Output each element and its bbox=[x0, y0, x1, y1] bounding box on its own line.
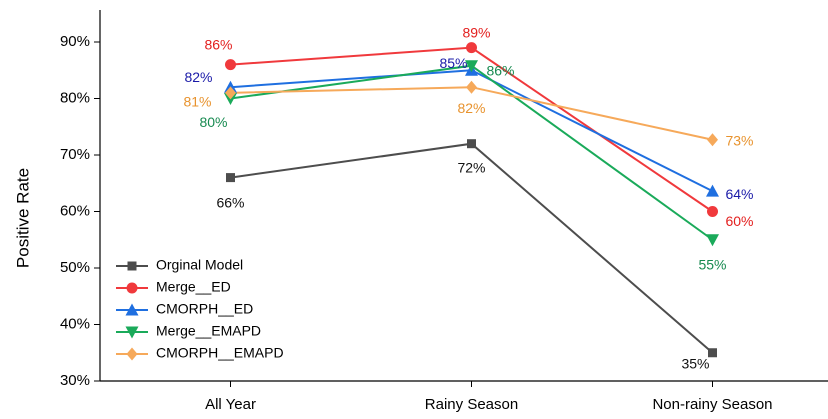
y-tick-label: 70% bbox=[60, 146, 90, 163]
marker bbox=[708, 348, 717, 358]
value-label: 82% bbox=[184, 69, 212, 85]
value-label: 35% bbox=[681, 355, 709, 371]
marker bbox=[706, 184, 719, 197]
legend-marker bbox=[127, 261, 137, 271]
legend-marker bbox=[126, 347, 138, 361]
value-label: 89% bbox=[462, 24, 490, 40]
y-tick-label: 40% bbox=[60, 315, 90, 332]
y-tick-label: 60% bbox=[60, 202, 90, 219]
marker bbox=[707, 206, 718, 217]
marker bbox=[465, 60, 478, 73]
x-tick-label: All Year bbox=[205, 396, 256, 413]
legend-marker bbox=[125, 326, 139, 339]
legend-marker bbox=[125, 303, 139, 316]
value-label: 55% bbox=[698, 256, 726, 272]
marker bbox=[467, 139, 476, 149]
value-label: 73% bbox=[725, 132, 753, 148]
marker bbox=[466, 42, 477, 54]
legend-marker bbox=[126, 282, 138, 294]
y-axis-label: Positive Rate bbox=[13, 168, 32, 268]
value-label: 64% bbox=[725, 186, 753, 202]
y-tick-label: 30% bbox=[60, 372, 90, 389]
marker bbox=[226, 173, 235, 183]
value-label: 82% bbox=[457, 100, 485, 116]
y-tick-label: 50% bbox=[60, 259, 90, 276]
value-label: 86% bbox=[204, 36, 232, 52]
marker bbox=[466, 80, 477, 94]
legend-label: CMORPH__EMAPD bbox=[156, 345, 284, 361]
marker bbox=[225, 59, 236, 71]
value-label: 60% bbox=[725, 213, 753, 229]
value-label: 85% bbox=[439, 55, 467, 71]
marker bbox=[706, 234, 719, 247]
value-label: 66% bbox=[216, 194, 244, 210]
value-label: 80% bbox=[199, 114, 227, 130]
legend-label: Merge__ED bbox=[156, 279, 231, 295]
y-tick-label: 80% bbox=[60, 89, 90, 106]
legend-label: CMORPH__ED bbox=[156, 301, 253, 317]
marker bbox=[225, 86, 236, 100]
legend-label: Merge__EMAPD bbox=[156, 323, 261, 339]
x-tick-label: Rainy Season bbox=[425, 396, 518, 413]
value-label: 72% bbox=[457, 159, 485, 175]
y-tick-label: 90% bbox=[60, 33, 90, 50]
value-label: 86% bbox=[486, 62, 514, 78]
legend-label: Orginal Model bbox=[156, 257, 243, 273]
x-tick-label: Non-rainy Season bbox=[652, 396, 772, 413]
value-label: 81% bbox=[183, 94, 211, 110]
marker bbox=[707, 133, 718, 147]
